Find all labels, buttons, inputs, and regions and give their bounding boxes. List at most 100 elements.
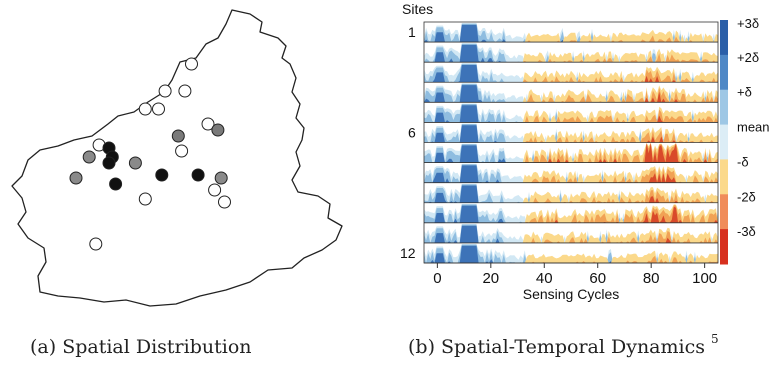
- map-point: [138, 192, 152, 206]
- colorbar-label: +3δ: [737, 16, 759, 31]
- site-row: [424, 123, 718, 143]
- region-outline: [11, 9, 343, 307]
- map-point: [171, 129, 185, 143]
- colorbar-label: mean: [737, 120, 770, 135]
- site-row: [424, 63, 718, 83]
- area-band: [424, 173, 718, 183]
- colorbar-segment: [720, 20, 728, 56]
- area-band: [424, 230, 718, 243]
- colorbar-label: -δ: [737, 154, 749, 169]
- area-band: [424, 83, 718, 103]
- area-band: [424, 203, 718, 223]
- area-band: [424, 224, 718, 243]
- plot-frame: [423, 21, 719, 264]
- area-band: [424, 66, 718, 83]
- map-point: [152, 102, 165, 116]
- map-point: [82, 150, 96, 164]
- area-band: [424, 48, 718, 63]
- site-row: [424, 23, 718, 43]
- x-tick-label: 20: [482, 270, 499, 287]
- x-tick-label: 100: [692, 270, 717, 287]
- area-band: [424, 104, 718, 123]
- caption-a: (a) Spatial Distribution: [30, 336, 252, 358]
- x-axis-label: Sensing Cycles: [523, 286, 620, 302]
- area-band: [424, 124, 718, 143]
- colorbar-label: +δ: [737, 85, 752, 100]
- area-band: [424, 183, 718, 203]
- area-band: [424, 250, 718, 263]
- map-point: [155, 168, 169, 182]
- map-point: [218, 195, 231, 209]
- map-point: [201, 117, 215, 131]
- colorbar-segment: [720, 124, 728, 160]
- colorbar-segment: [720, 89, 728, 126]
- area-band: [424, 106, 718, 123]
- map-point: [191, 168, 205, 182]
- area-band: [424, 43, 718, 63]
- area-band: [424, 168, 718, 183]
- area-band: [424, 142, 718, 163]
- colorbar-segment: [720, 159, 728, 195]
- site-label: 12: [400, 245, 416, 261]
- map-point: [208, 183, 222, 197]
- map-point: [158, 84, 172, 98]
- area-band: [424, 164, 718, 183]
- area-band: [424, 227, 718, 243]
- site-row: [424, 203, 718, 224]
- site-label: 1: [408, 24, 416, 40]
- area-band: [424, 69, 718, 83]
- colorbar-segment: [720, 194, 728, 230]
- spatial-map: [11, 9, 343, 307]
- colorbar-label: +2δ: [737, 50, 759, 65]
- area-band: [424, 35, 718, 43]
- colorbar-segment: [720, 229, 728, 265]
- area-band: [424, 142, 718, 163]
- colorbar-segment: [720, 54, 728, 91]
- map-point: [211, 123, 225, 137]
- x-tick-label: 80: [643, 270, 660, 287]
- area-band: [424, 205, 718, 223]
- spatial-temporal-chart: Sites 1 6 12 0 20 40 60 80 100 Sensing Cycles +3δ +2…: [400, 1, 770, 302]
- area-band: [424, 29, 718, 43]
- map-point: [102, 156, 116, 170]
- site-row: [424, 183, 718, 204]
- area-band: [424, 63, 718, 83]
- map-point: [89, 237, 103, 251]
- y-axis-label: Sites: [402, 1, 433, 17]
- site-row: [424, 224, 718, 244]
- site-row: [424, 83, 718, 103]
- area-band: [424, 190, 718, 203]
- site-row: [424, 43, 718, 63]
- area-band: [424, 85, 718, 103]
- x-tick-label: 40: [536, 270, 553, 287]
- map-point: [109, 177, 123, 191]
- site-row: [424, 103, 718, 123]
- area-band: [424, 244, 718, 263]
- map-point: [185, 57, 198, 71]
- colorbar-label: -3δ: [737, 224, 756, 239]
- area-band: [424, 143, 718, 163]
- map-point: [128, 156, 142, 170]
- area-band: [424, 187, 718, 203]
- colorbar-label: -2δ: [737, 189, 756, 204]
- x-tick-label: 60: [589, 270, 606, 287]
- map-point: [69, 171, 83, 185]
- area-band: [424, 130, 718, 143]
- caption-b: (b) Spatial-Temporal Dynamics 5: [408, 332, 719, 358]
- map-point: [214, 171, 228, 185]
- x-tick-label: 0: [433, 270, 441, 287]
- area-band: [424, 23, 718, 43]
- map-point: [178, 84, 192, 98]
- site-row: [424, 142, 718, 163]
- area-band: [424, 225, 718, 243]
- area-band: [424, 115, 718, 123]
- area-band: [424, 43, 718, 63]
- area-band: [424, 123, 718, 143]
- map-point: [138, 102, 152, 116]
- area-band: [424, 91, 718, 103]
- area-band: [424, 53, 718, 63]
- site-row: [424, 163, 718, 184]
- area-band: [424, 23, 718, 43]
